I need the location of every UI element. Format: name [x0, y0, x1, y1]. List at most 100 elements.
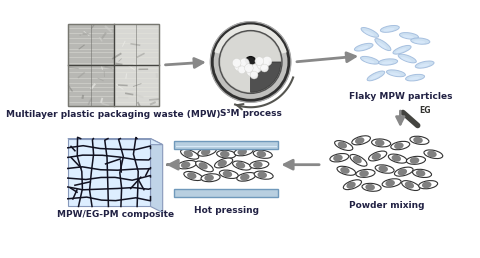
- Ellipse shape: [350, 155, 367, 166]
- Ellipse shape: [330, 154, 349, 162]
- Ellipse shape: [410, 157, 420, 164]
- Ellipse shape: [407, 156, 425, 164]
- Ellipse shape: [372, 153, 381, 160]
- Ellipse shape: [382, 61, 393, 64]
- Ellipse shape: [380, 26, 399, 32]
- Ellipse shape: [412, 169, 432, 178]
- Text: S³M process: S³M process: [220, 109, 282, 118]
- Ellipse shape: [392, 155, 401, 162]
- Ellipse shape: [201, 149, 210, 156]
- Ellipse shape: [199, 162, 208, 170]
- Ellipse shape: [204, 174, 214, 181]
- Ellipse shape: [340, 167, 349, 174]
- Ellipse shape: [337, 166, 356, 175]
- Ellipse shape: [335, 141, 353, 150]
- Ellipse shape: [395, 167, 413, 176]
- Text: Multilayer plastic packaging waste (MPW): Multilayer plastic packaging waste (MPW): [6, 110, 221, 119]
- Ellipse shape: [382, 179, 401, 187]
- Ellipse shape: [375, 38, 391, 51]
- Ellipse shape: [355, 137, 364, 144]
- Ellipse shape: [367, 71, 384, 81]
- Circle shape: [238, 66, 246, 74]
- Ellipse shape: [253, 150, 272, 158]
- Polygon shape: [151, 139, 163, 213]
- Ellipse shape: [254, 171, 273, 179]
- Ellipse shape: [219, 170, 238, 179]
- Ellipse shape: [401, 57, 412, 62]
- Ellipse shape: [416, 170, 425, 176]
- Circle shape: [212, 24, 289, 100]
- Circle shape: [255, 57, 264, 66]
- Text: Powder mixing: Powder mixing: [349, 201, 425, 210]
- FancyBboxPatch shape: [174, 141, 278, 149]
- Ellipse shape: [375, 165, 394, 173]
- Ellipse shape: [257, 172, 267, 178]
- Circle shape: [234, 59, 246, 71]
- Circle shape: [250, 71, 258, 79]
- Text: MPW/EG-PM composite: MPW/EG-PM composite: [57, 210, 174, 219]
- Ellipse shape: [397, 168, 407, 175]
- Polygon shape: [68, 139, 151, 206]
- Ellipse shape: [398, 54, 416, 63]
- Text: Flaky MPW particles: Flaky MPW particles: [348, 92, 452, 101]
- Ellipse shape: [365, 184, 375, 190]
- Ellipse shape: [391, 141, 410, 150]
- Ellipse shape: [375, 140, 384, 146]
- Ellipse shape: [233, 161, 251, 170]
- Ellipse shape: [234, 147, 253, 156]
- Ellipse shape: [338, 142, 347, 149]
- Ellipse shape: [388, 154, 407, 163]
- Ellipse shape: [418, 63, 430, 67]
- Ellipse shape: [379, 59, 397, 65]
- Ellipse shape: [393, 45, 411, 54]
- Text: Hot pressing: Hot pressing: [194, 206, 259, 215]
- Ellipse shape: [424, 150, 443, 159]
- Ellipse shape: [353, 156, 362, 163]
- FancyBboxPatch shape: [174, 189, 278, 197]
- Ellipse shape: [413, 137, 423, 143]
- Ellipse shape: [253, 162, 263, 168]
- Ellipse shape: [406, 74, 425, 81]
- Ellipse shape: [257, 151, 266, 157]
- Ellipse shape: [198, 147, 216, 156]
- Circle shape: [261, 64, 268, 72]
- Ellipse shape: [389, 72, 401, 76]
- Ellipse shape: [217, 160, 227, 167]
- Ellipse shape: [361, 28, 379, 37]
- Ellipse shape: [370, 74, 380, 79]
- Circle shape: [219, 31, 282, 93]
- Ellipse shape: [422, 182, 432, 188]
- Ellipse shape: [196, 161, 213, 172]
- Ellipse shape: [369, 151, 387, 161]
- Ellipse shape: [343, 180, 361, 190]
- Ellipse shape: [347, 182, 356, 189]
- Ellipse shape: [362, 183, 381, 191]
- Circle shape: [232, 59, 241, 67]
- Ellipse shape: [386, 70, 406, 77]
- Ellipse shape: [216, 150, 236, 158]
- Ellipse shape: [415, 61, 434, 68]
- Ellipse shape: [236, 162, 245, 169]
- Ellipse shape: [359, 170, 369, 177]
- Ellipse shape: [385, 180, 395, 187]
- Ellipse shape: [363, 59, 374, 63]
- Ellipse shape: [411, 38, 430, 44]
- Ellipse shape: [427, 150, 437, 157]
- FancyBboxPatch shape: [68, 24, 159, 106]
- Ellipse shape: [399, 33, 419, 39]
- Ellipse shape: [360, 57, 379, 64]
- Ellipse shape: [394, 142, 404, 149]
- Ellipse shape: [405, 182, 414, 189]
- Circle shape: [252, 63, 262, 73]
- Ellipse shape: [356, 170, 375, 178]
- Circle shape: [246, 64, 258, 77]
- Circle shape: [240, 58, 249, 68]
- Circle shape: [245, 57, 256, 67]
- Ellipse shape: [402, 181, 420, 190]
- Ellipse shape: [181, 162, 191, 168]
- Ellipse shape: [250, 161, 269, 169]
- Ellipse shape: [215, 158, 233, 168]
- Ellipse shape: [333, 155, 343, 161]
- Ellipse shape: [357, 46, 369, 50]
- Ellipse shape: [378, 165, 388, 172]
